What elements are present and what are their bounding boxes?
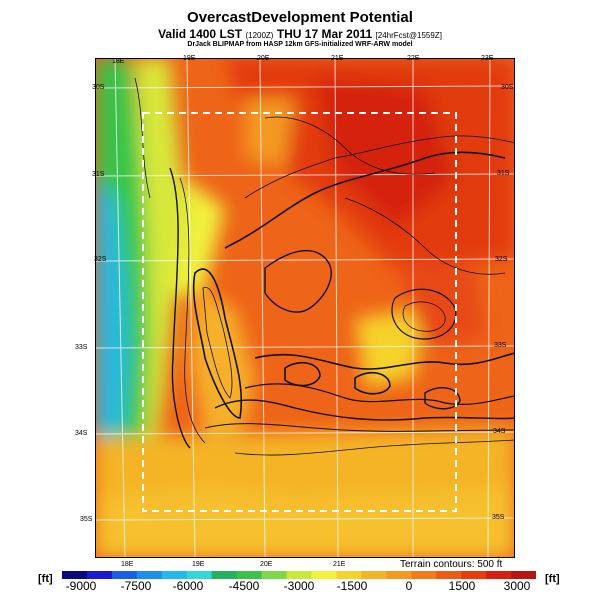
valid-label: Valid 1400 LST: [158, 27, 243, 41]
colorbar-label: 3000: [503, 579, 531, 593]
lat-label-right: 32S: [495, 256, 508, 263]
graticule: [95, 58, 515, 558]
terrain-contours: [134, 77, 515, 456]
lat-label-left: 33S: [75, 344, 88, 351]
forecast-code: [24hrFcst@1559Z]: [375, 31, 442, 40]
colorbar-swatch: [136, 571, 163, 579]
colorbar-swatch: [62, 571, 88, 579]
lat-label-right: 30S: [501, 84, 514, 91]
colorbar-swatch: [261, 571, 288, 579]
colorbar-swatch: [111, 571, 138, 579]
lon-label-top: 22E: [407, 55, 420, 62]
colorbar-swatch: [211, 571, 238, 579]
lat-label-left: 34S: [75, 430, 88, 437]
lon-label-bottom: 19E: [192, 561, 205, 568]
colorbar-swatch: [86, 571, 113, 579]
lon-label-top: 20E: [257, 55, 270, 62]
model-credit: DrJack BLIPMAP from HASP 12km GFS-initia…: [187, 41, 413, 48]
lat-label-left: 35S: [80, 516, 93, 523]
colorbar-label: -3000: [283, 579, 315, 593]
lat-label-left: 30S: [92, 84, 105, 91]
terrain-contour-note: Terrain contours: 500 ft: [400, 559, 503, 570]
unit-right: [ft]: [545, 573, 560, 585]
lon-label-top: 23E: [481, 55, 494, 62]
forecast-map: [95, 58, 515, 558]
colorbar-swatch: [336, 571, 362, 579]
colorbar-swatch: [386, 571, 412, 579]
colorbar-label: 1500: [448, 579, 476, 593]
lat-label-right: 35S: [492, 514, 505, 521]
lat-label-left: 31S: [92, 171, 105, 178]
colorbar-label: -6000: [172, 579, 204, 593]
lon-label-top: 21E: [331, 55, 344, 62]
lat-label-right: 34S: [493, 428, 506, 435]
valid-time: Valid 1400 LST (1200Z) THU 17 Mar 2011 […: [0, 27, 600, 41]
colorbar-swatch: [486, 571, 512, 579]
colorbar-label: 0: [405, 579, 413, 593]
valid-code: (1200Z): [245, 31, 274, 40]
colorbar-label: -9000: [65, 579, 97, 593]
color-field: [95, 58, 515, 558]
lon-label-bottom: 20E: [260, 561, 273, 568]
unit-left: [ft]: [38, 573, 53, 585]
colorbar-label: -1500: [336, 579, 368, 593]
colorbar-swatch: [286, 571, 312, 579]
inner-domain-outline: [142, 112, 457, 512]
valid-day: THU 17 Mar 2011: [276, 27, 373, 41]
colorbar-swatch: [411, 571, 437, 579]
lat-label-right: 31S: [497, 170, 510, 177]
lat-label-right: 33S: [494, 342, 507, 349]
colorbar-swatch: [186, 571, 213, 579]
colorbar-label: -4500: [228, 579, 260, 593]
colorbar-swatch: [361, 571, 387, 579]
chart-title: OvercastDevelopment Potential: [187, 9, 413, 26]
colorbar-swatch: [436, 571, 462, 579]
colorbar-swatch: [511, 571, 536, 579]
colorbar-label: -7500: [120, 579, 152, 593]
map-border: [95, 58, 515, 558]
lon-label-top: 19E: [183, 55, 196, 62]
lon-label-bottom: 21E: [333, 561, 346, 568]
colorbar-swatch: [311, 571, 337, 579]
lon-label-bottom: 18E: [121, 561, 134, 568]
lon-label-top: 18E: [112, 58, 125, 65]
colorbar-swatch: [236, 571, 263, 579]
colorbar-swatch: [161, 571, 188, 579]
colorbar-swatch: [461, 571, 487, 579]
colorbar: [62, 571, 536, 579]
lat-label-left: 32S: [94, 256, 107, 263]
